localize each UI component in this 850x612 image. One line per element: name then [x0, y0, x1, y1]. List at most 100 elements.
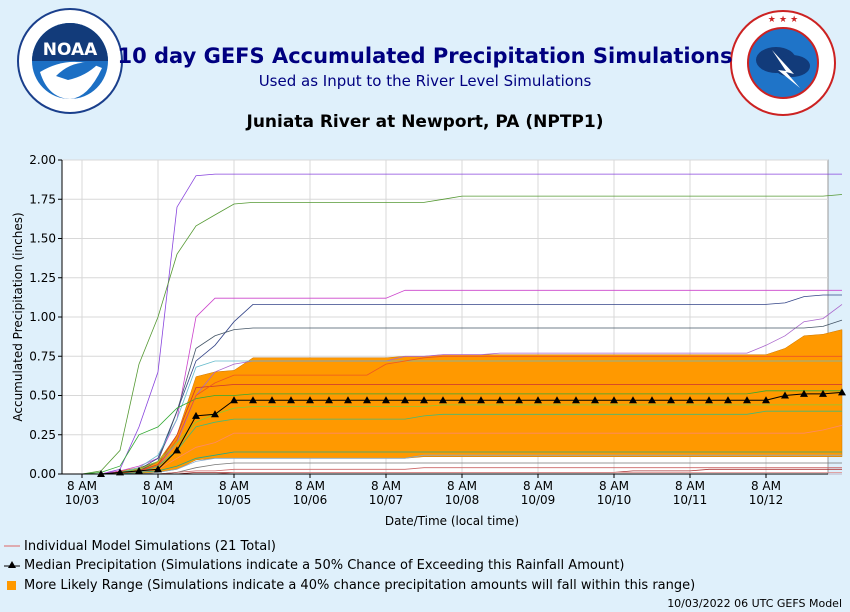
median-point	[515, 396, 523, 404]
median-point	[781, 391, 789, 399]
member-line-9	[82, 384, 842, 475]
member-line-11	[82, 404, 842, 475]
x-tick-label-date: 10/12	[749, 493, 784, 507]
median-point	[382, 396, 390, 404]
median-point	[610, 396, 618, 404]
x-tick-label-date: 10/08	[445, 493, 480, 507]
member-line-13	[82, 424, 843, 475]
y-tick-label: 0.25	[29, 428, 56, 442]
member-line-4	[82, 294, 842, 475]
x-tick-label-date: 10/10	[597, 493, 632, 507]
x-tick-label-time: 8 AM	[295, 479, 325, 493]
median-point	[401, 396, 409, 404]
page-title: 10 day GEFS Accumulated Precipitation Si…	[117, 44, 733, 68]
y-tick-label: 0.00	[29, 467, 56, 481]
x-tick-label-date: 10/06	[293, 493, 328, 507]
legend-swatch-median	[4, 561, 20, 568]
x-tick-label-time: 8 AM	[447, 479, 477, 493]
x-tick-label-time: 8 AM	[67, 479, 97, 493]
x-tick-label-date: 10/11	[673, 493, 708, 507]
legend-swatch-range	[7, 581, 16, 590]
noaa-logo-text: NOAA	[43, 40, 98, 60]
legend-label-median: Median Precipitation (Simulations indica…	[24, 557, 625, 573]
noaa-logo: NOAA	[17, 8, 123, 114]
x-tick-label-date: 10/03	[65, 493, 100, 507]
median-point	[230, 396, 238, 404]
x-tick-label-time: 8 AM	[523, 479, 553, 493]
model-run-footer: 10/03/2022 06 UTC GEFS Model	[667, 597, 842, 610]
member-line-15	[82, 454, 842, 475]
legend-swatch-line	[4, 545, 20, 547]
x-tick-label-time: 8 AM	[143, 479, 173, 493]
median-point	[458, 396, 466, 404]
member-line-5	[82, 304, 843, 475]
x-axis-label: Date/Time (local time)	[385, 514, 519, 528]
median-point	[534, 396, 542, 404]
member-line-3	[82, 289, 842, 475]
member-line-10	[82, 355, 842, 475]
median-point	[420, 396, 428, 404]
page-subtitle: Used as Input to the River Level Simulat…	[258, 72, 592, 90]
member-line-2	[81, 194, 843, 475]
x-tick-label-time: 8 AM	[675, 479, 705, 493]
legend-item-range: More Likely Range (Simulations indicate …	[4, 577, 695, 593]
median-point	[591, 396, 599, 404]
median-point	[439, 396, 447, 404]
legend-label-individual: Individual Model Simulations (21 Total)	[24, 538, 276, 554]
member-line-14	[82, 451, 842, 475]
median-point	[705, 396, 713, 404]
median-point	[553, 396, 561, 404]
y-tick-label: 0.75	[29, 349, 56, 363]
y-tick-label: 1.25	[29, 271, 56, 285]
x-tick-label-date: 10/07	[369, 493, 404, 507]
median-point	[496, 396, 504, 404]
median-point	[287, 396, 295, 404]
legend-item-median: Median Precipitation (Simulations indica…	[4, 557, 624, 573]
median-point	[173, 446, 181, 454]
member-line-1	[82, 173, 842, 475]
median-point	[249, 396, 257, 404]
svg-text:★ ★ ★: ★ ★ ★	[768, 15, 798, 25]
x-tick-label-time: 8 AM	[751, 479, 781, 493]
median-point	[762, 396, 770, 404]
median-point	[648, 396, 656, 404]
x-tick-label-time: 8 AM	[219, 479, 249, 493]
median-point	[667, 396, 675, 404]
location-title: Juniata River at Newport, PA (NPTP1)	[246, 112, 604, 132]
legend-label-range: More Likely Range (Simulations indicate …	[24, 577, 696, 593]
y-tick-label: 0.50	[29, 389, 56, 403]
median-point	[629, 396, 637, 404]
median-point	[572, 396, 580, 404]
median-point	[724, 396, 732, 404]
median-point	[268, 396, 276, 404]
median-point	[743, 396, 751, 404]
median-point	[135, 466, 143, 474]
x-tick-label-date: 10/09	[521, 493, 556, 507]
member-line-8	[81, 390, 842, 475]
median-point	[819, 389, 827, 397]
median-point	[192, 411, 200, 419]
legend-item-individual: Individual Model Simulations (21 Total)	[4, 538, 276, 554]
member-line-7	[82, 360, 842, 475]
y-tick-label: 1.50	[29, 232, 56, 246]
x-tick-label-time: 8 AM	[371, 479, 401, 493]
median-point	[306, 396, 314, 404]
x-tick-label-date: 10/05	[217, 493, 252, 507]
median-point	[477, 396, 485, 404]
x-tick-label-time: 8 AM	[599, 479, 629, 493]
median-point	[344, 396, 352, 404]
x-tick-label-date: 10/04	[141, 493, 176, 507]
member-line-17	[82, 467, 842, 475]
member-line-16	[82, 462, 842, 475]
median-point	[211, 410, 219, 418]
nws-logo: ★ ★ ★	[730, 10, 836, 116]
median-point	[686, 396, 694, 404]
median-point	[800, 389, 808, 397]
member-line-6	[82, 319, 843, 475]
median-point	[838, 388, 846, 396]
member-line-12	[82, 410, 842, 475]
y-tick-label: 1.75	[29, 192, 56, 206]
median-point	[363, 396, 371, 404]
y-tick-label: 1.00	[29, 310, 56, 324]
